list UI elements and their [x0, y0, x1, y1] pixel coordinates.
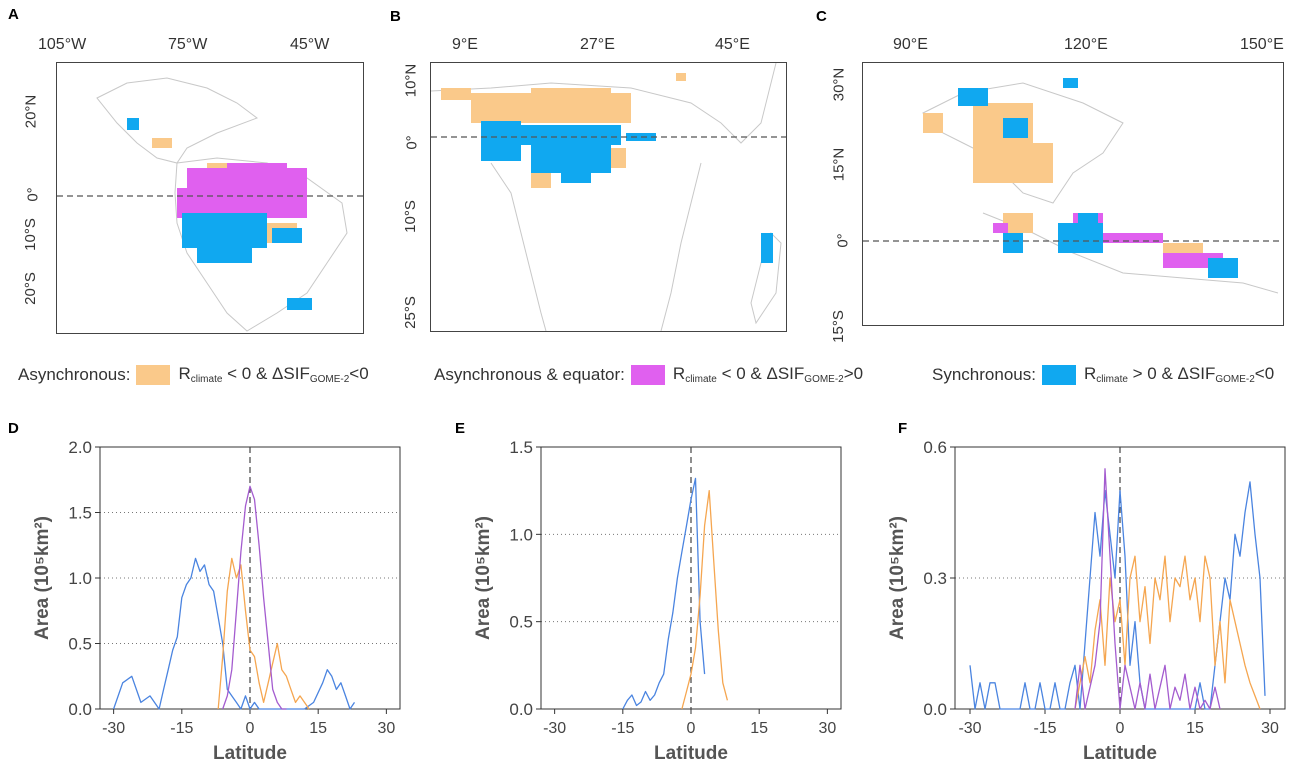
legend-condition: Rclimate < 0 & ΔSIFGOME-2>0: [672, 364, 864, 385]
y-tick-label: 1.5: [68, 504, 92, 523]
x-axis-label: Latitude: [654, 743, 728, 764]
map-a-equator-region: [177, 163, 307, 218]
panel-letter-b: B: [390, 8, 401, 25]
series-line-blue: [112, 557, 356, 710]
y-axis-label: Area (10⁵km²): [32, 516, 53, 640]
panel-letter-a: A: [8, 6, 19, 23]
y-tick-label: 0.5: [68, 635, 92, 654]
map-b-ytick: 10°S: [401, 200, 419, 233]
x-axis-label: Latitude: [1083, 743, 1157, 764]
map-b-frame: [430, 62, 787, 332]
y-tick-label: 0.0: [509, 700, 533, 719]
map-b-xtick: 27°E: [580, 36, 615, 53]
map-a-ytick: 0°: [24, 187, 42, 202]
x-tick-label: 30: [377, 720, 395, 737]
x-tick-label: -15: [170, 720, 193, 737]
series-line-orange: [1074, 555, 1261, 710]
legend-label: Asynchronous & equator:: [434, 364, 625, 384]
y-tick-label: 1.0: [68, 569, 92, 588]
map-c-canvas: [863, 78, 1283, 294]
series-line-purple: [1074, 468, 1221, 710]
map-a-canvas: [57, 77, 363, 332]
map-a-xtick: 105°W: [38, 36, 87, 53]
legend-label: Synchronous:: [932, 364, 1036, 384]
map-a-sync-region: [127, 118, 312, 310]
panel-letter-c: C: [816, 8, 827, 25]
chart-panel-f: -30 -15 0 15 30 0.0 0.3 0.6 Latitude Area (10⁵km²…: [887, 438, 1286, 764]
y-tick-label: 1.5: [509, 438, 533, 457]
y-tick-label: 0.0: [68, 700, 92, 719]
legend-swatch-equator: [630, 364, 665, 385]
map-a-ytick: 20°N: [22, 94, 40, 129]
x-tick-label: 30: [818, 720, 836, 737]
panel-letter-f: F: [898, 420, 908, 437]
map-c-async-region: [923, 103, 1203, 253]
x-tick-label: -30: [958, 720, 981, 737]
map-c-frame: [862, 62, 1284, 326]
legend-condition: Rclimate < 0 & ΔSIFGOME-2<0: [178, 364, 369, 385]
chart-panel-d: -30 -15 0 15 30 0.0 0.5 1.0 1.5 2.0 Latitude Area (…: [32, 438, 401, 764]
series-line-purple: [222, 485, 287, 710]
map-b-coastline: [490, 162, 547, 331]
map-c-ytick: 15°S: [829, 310, 847, 343]
x-tick-label: -15: [611, 720, 634, 737]
map-b-xtick: 9°E: [452, 36, 478, 53]
map-c-coastline: [922, 82, 1124, 204]
map-a-frame: [56, 62, 364, 334]
map-c-ytick: 15°N: [830, 147, 848, 182]
map-b-ytick: 10°N: [402, 63, 420, 98]
x-tick-label: 15: [1186, 720, 1204, 737]
map-b-sync-region: [481, 121, 773, 263]
y-axis-label: Area (10⁵km²): [887, 516, 908, 640]
map-a-xtick: 75°W: [168, 36, 208, 53]
x-tick-label: -30: [102, 720, 125, 737]
x-tick-label: -15: [1033, 720, 1056, 737]
panel-letter-d: D: [8, 420, 19, 437]
x-axis-label: Latitude: [213, 743, 287, 764]
map-b-ytick: 0°: [403, 135, 421, 150]
y-tick-label: 0.3: [923, 569, 947, 588]
map-a-ytick: 20°S: [21, 272, 39, 305]
map-a-coastline: [96, 77, 259, 164]
x-tick-label: 15: [750, 720, 768, 737]
x-tick-label: -30: [543, 720, 566, 737]
legend-condition: Rclimate > 0 & ΔSIFGOME-2<0: [1083, 364, 1275, 385]
y-axis-label: Area (10⁵km²): [473, 516, 494, 640]
y-tick-label: 2.0: [68, 438, 92, 457]
map-c-xtick: 150°E: [1240, 36, 1284, 53]
map-b-coastline: [431, 63, 777, 144]
map-c-xtick: 120°E: [1064, 36, 1108, 53]
legend: Asynchronous: Rclimate < 0 & ΔSIFGOME-2<…: [0, 364, 1314, 394]
map-c-ytick: 30°N: [830, 67, 848, 102]
legend-swatch-synchronous: [1041, 364, 1076, 385]
map-b-ytick: 25°S: [401, 296, 419, 329]
x-tick-label: 15: [309, 720, 327, 737]
x-tick-label: 0: [1116, 720, 1125, 737]
map-c-ytick: 0°: [834, 233, 852, 248]
x-tick-label: 0: [687, 720, 696, 737]
legend-item-equator: Asynchronous & equator: Rclimate < 0 & Δ…: [434, 364, 863, 385]
legend-swatch-asynchronous: [136, 364, 171, 385]
map-c-xtick: 90°E: [893, 36, 928, 53]
map-c-sync-region: [958, 78, 1238, 278]
series-line-blue: [622, 477, 706, 710]
chart-panel-e: -30 -15 0 15 30 0.0 0.5 1.0 1.5 Latitude Area (10⁵…: [473, 438, 842, 764]
y-tick-label: 0.5: [509, 613, 533, 632]
map-b-coastline: [660, 162, 702, 331]
y-tick-label: 1.0: [509, 525, 533, 544]
legend-label: Asynchronous:: [18, 364, 131, 384]
x-tick-label: 0: [246, 720, 255, 737]
legend-item-synchronous: Synchronous: Rclimate > 0 & ΔSIFGOME-2<0: [932, 364, 1274, 385]
y-tick-label: 0.0: [923, 700, 947, 719]
series-line-orange: [681, 490, 729, 710]
x-tick-label: 30: [1261, 720, 1279, 737]
legend-item-asynchronous: Asynchronous: Rclimate < 0 & ΔSIFGOME-2<…: [18, 364, 369, 385]
map-b-xtick: 45°E: [715, 36, 750, 53]
map-a-ytick: 10°S: [21, 218, 39, 251]
series-line-orange: [217, 557, 310, 710]
map-b-canvas: [431, 63, 786, 331]
y-tick-label: 0.6: [923, 438, 947, 457]
panel-letter-e: E: [455, 420, 466, 437]
map-a-xtick: 45°W: [290, 36, 330, 53]
